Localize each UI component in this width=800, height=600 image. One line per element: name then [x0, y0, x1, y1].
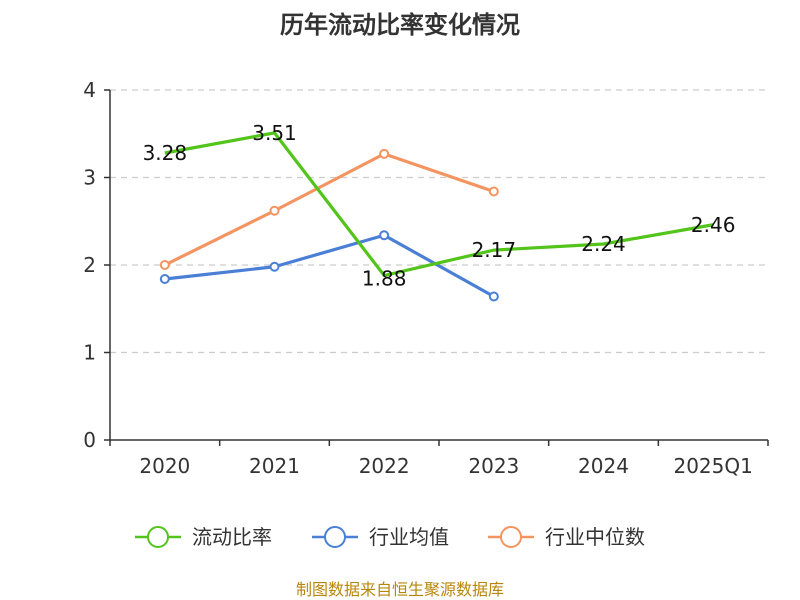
data-point: [488, 291, 499, 302]
data-label: 2.17: [472, 238, 517, 262]
series-line-1: [164, 233, 495, 298]
y-tick-label: 4: [83, 78, 96, 102]
x-tick-label: 2022: [359, 454, 410, 478]
data-point: [379, 148, 390, 159]
series-line-0: [164, 131, 714, 278]
y-tick-label: 0: [83, 428, 96, 452]
data-label: 3.28: [143, 141, 188, 165]
data-point: [269, 261, 280, 272]
data-label: 2.46: [691, 213, 736, 237]
data-label: 3.51: [252, 121, 297, 145]
axis-layer: 0 1 2 3 4 2020 2021 2022 2023 2024 2025Q1: [83, 78, 769, 478]
data-point: [159, 274, 170, 284]
series-line-2: [164, 152, 495, 267]
x-tick-label: 2021: [249, 454, 300, 478]
y-tick-label: 3: [83, 166, 96, 190]
legend: 流动比率 行业均值 行业中位数: [135, 525, 645, 549]
chart-title: 历年流动比率变化情况: [280, 11, 520, 39]
data-label: 1.88: [362, 267, 407, 291]
x-tick-label: 2023: [468, 454, 519, 478]
legend-label: 行业均值: [369, 525, 449, 549]
legend-swatch-marker: [500, 526, 522, 548]
data-label: 2.24: [581, 232, 626, 256]
data-point: [488, 186, 499, 197]
x-tick-label: 2024: [578, 454, 629, 478]
data-point: [269, 205, 280, 216]
grid-layer: [110, 89, 768, 354]
data-point: [159, 260, 170, 270]
legend-label: 行业中位数: [545, 525, 645, 549]
source-note: 制图数据来自恒生聚源数据库: [296, 580, 504, 599]
legend-swatch-marker: [147, 526, 169, 548]
y-tick-label: 1: [83, 341, 96, 365]
label-layer: 3.28 3.51 1.88 2.17 2.24 2.46: [143, 121, 736, 291]
legend-swatch-marker: [324, 526, 346, 548]
x-tick-label: 2025Q1: [673, 454, 752, 478]
legend-label: 流动比率: [192, 525, 272, 549]
y-tick-label: 2: [83, 253, 96, 277]
data-point: [379, 230, 390, 241]
x-tick-label: 2020: [139, 454, 190, 478]
series-layer: [159, 131, 714, 302]
